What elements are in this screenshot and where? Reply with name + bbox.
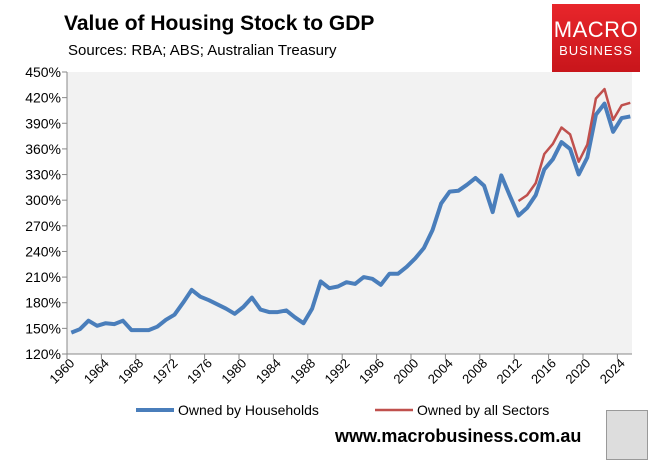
plot-area	[67, 72, 632, 354]
y-tick-label: 180%	[25, 295, 61, 311]
y-tick-label: 150%	[25, 320, 61, 336]
x-tick-label: 1996	[356, 356, 387, 387]
y-tick-label: 210%	[25, 269, 61, 285]
fox-logo-image	[606, 410, 648, 460]
x-tick-label: 1984	[253, 356, 284, 387]
x-tick-label: 1964	[81, 356, 112, 387]
x-tick-label: 2024	[597, 356, 628, 387]
chart-title: Value of Housing Stock to GDP	[64, 12, 375, 35]
x-tick-label: 2012	[494, 356, 525, 387]
y-tick-label: 390%	[25, 115, 61, 131]
series-line-all-sectors	[517, 87, 631, 203]
x-tick-label: 2020	[562, 356, 593, 387]
x-tick-label: 1972	[150, 356, 181, 387]
x-tick-label: 2000	[390, 356, 421, 387]
x-tick-label: 1968	[115, 356, 146, 387]
series-line-households	[70, 101, 631, 335]
legend-label: Owned by Households	[178, 402, 319, 418]
y-tick-label: 120%	[25, 346, 61, 362]
x-tick-label: 2016	[528, 356, 559, 387]
y-tick-label: 420%	[25, 90, 61, 106]
y-tick-label: 270%	[25, 218, 61, 234]
legend-label: Owned by all Sectors	[417, 402, 549, 418]
y-tick-label: 240%	[25, 243, 61, 259]
x-tick-label: 2008	[459, 356, 490, 387]
x-tick-label: 1980	[218, 356, 249, 387]
website-url: www.macrobusiness.com.au	[335, 426, 582, 446]
y-tick-label: 330%	[25, 167, 61, 183]
chart-subtitle: Sources: RBA; ABS; Australian Treasury	[68, 42, 337, 59]
y-tick-label: 360%	[25, 141, 61, 157]
x-tick-label: 1976	[184, 356, 215, 387]
x-tick-label: 2004	[425, 356, 456, 387]
y-tick-label: 300%	[25, 192, 61, 208]
macrobusiness-logo: MACRO BUSINESS	[552, 4, 640, 72]
y-tick-label: 450%	[25, 64, 61, 80]
x-tick-label: 1992	[322, 356, 353, 387]
x-tick-label: 1988	[287, 356, 318, 387]
